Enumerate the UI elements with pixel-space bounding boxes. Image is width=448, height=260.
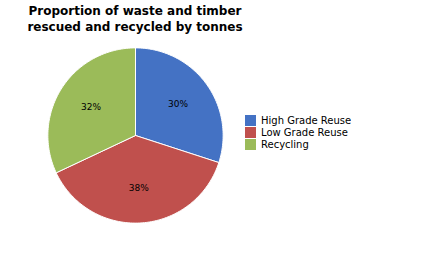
html-text:Low Grade Reuse: Low Grade Reuse	[261, 126, 348, 138]
html-text:Recycling: Recycling	[261, 138, 309, 150]
html-text:Proportion of waste and timber: Proportion of waste and timber rescued a…	[27, 4, 243, 34]
svg-text:30%: 30%	[168, 100, 188, 110]
svg-text:38%: 38%	[129, 183, 149, 193]
svg-text:32%: 32%	[81, 102, 101, 112]
html-text:High Grade Reuse: High Grade Reuse	[261, 114, 352, 126]
